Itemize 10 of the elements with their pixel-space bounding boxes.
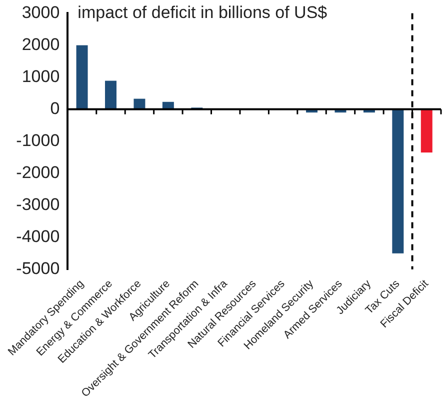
chart-title: impact of deficit in billions of US$	[78, 2, 328, 22]
y-tick-label: -2000	[16, 163, 60, 182]
y-tick-label: 1000	[22, 66, 60, 86]
y-tick-label: 2000	[22, 34, 60, 54]
y-tick-label: 3000	[22, 2, 60, 22]
y-tick-label: -1000	[16, 130, 60, 150]
y-tick-label: -4000	[16, 227, 60, 246]
y-tick-label: 0	[50, 98, 60, 118]
y-tick-label: -5000	[16, 259, 60, 278]
y-tick-label: -3000	[16, 195, 60, 214]
